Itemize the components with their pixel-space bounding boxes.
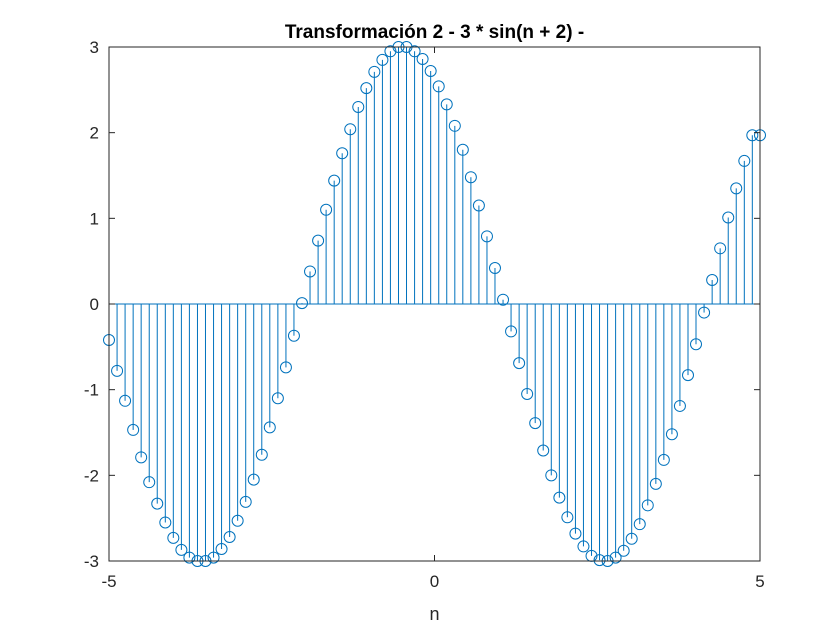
stem-marker bbox=[448, 119, 461, 132]
stem-marker bbox=[312, 234, 325, 247]
stem-marker bbox=[287, 329, 300, 342]
stem-marker bbox=[577, 540, 590, 553]
y-tick-label: 2 bbox=[90, 124, 99, 143]
stem-lines-group bbox=[108, 47, 761, 561]
stem-marker bbox=[111, 364, 124, 377]
stem-marker bbox=[690, 338, 703, 351]
stem-marker bbox=[440, 98, 453, 111]
x-tick-label: 5 bbox=[755, 572, 764, 591]
stem-marker bbox=[143, 476, 156, 489]
stem-markers-group bbox=[103, 41, 766, 567]
stem-marker bbox=[231, 514, 244, 527]
stem-marker bbox=[464, 171, 477, 184]
stem-marker bbox=[714, 242, 727, 255]
stem-marker bbox=[127, 423, 140, 436]
stem-marker bbox=[738, 154, 751, 167]
stem-marker bbox=[223, 531, 236, 544]
stem-marker bbox=[215, 543, 228, 556]
y-tick-label: 1 bbox=[90, 209, 99, 228]
stem-marker bbox=[625, 532, 638, 545]
y-tick-label: -2 bbox=[84, 466, 99, 485]
y-tick-label: -3 bbox=[84, 552, 99, 571]
stem-marker bbox=[488, 262, 501, 275]
stem-marker bbox=[521, 387, 534, 400]
stem-marker bbox=[384, 45, 397, 58]
stem-marker bbox=[119, 394, 132, 407]
stem-marker bbox=[593, 554, 606, 567]
stem-marker bbox=[505, 325, 518, 338]
y-tick-label: 3 bbox=[90, 38, 99, 57]
stem-marker bbox=[207, 551, 220, 564]
stem-marker bbox=[304, 265, 317, 278]
stem-marker bbox=[529, 417, 542, 430]
stem-marker bbox=[432, 80, 445, 93]
stem-marker bbox=[649, 477, 662, 490]
axis-ticks-group: -5 0 5 -3 -2 -1 0 1 2 3 bbox=[84, 38, 765, 591]
x-tick-label: -5 bbox=[101, 572, 116, 591]
stem-marker bbox=[657, 453, 670, 466]
stem-marker bbox=[480, 230, 493, 243]
stem-marker bbox=[681, 369, 694, 382]
stem-marker bbox=[706, 274, 719, 287]
stem-marker bbox=[416, 52, 429, 65]
stem-marker bbox=[271, 392, 284, 405]
stem-marker bbox=[279, 361, 292, 374]
stem-marker bbox=[698, 306, 711, 319]
stem-marker bbox=[247, 473, 260, 486]
stem-marker bbox=[722, 211, 735, 224]
stem-marker bbox=[368, 65, 381, 78]
stem-marker bbox=[617, 544, 630, 557]
stem-marker bbox=[513, 357, 526, 370]
stem-marker bbox=[376, 53, 389, 66]
stem-marker bbox=[159, 516, 172, 529]
stem-marker bbox=[665, 428, 678, 441]
x-tick-label: 0 bbox=[430, 572, 439, 591]
stem-marker bbox=[408, 45, 421, 58]
stem-marker bbox=[472, 199, 485, 212]
stem-marker bbox=[537, 444, 550, 457]
stem-marker bbox=[497, 293, 510, 306]
stem-marker bbox=[255, 448, 268, 461]
stem-marker bbox=[561, 511, 574, 524]
y-tick-label: 0 bbox=[90, 295, 99, 314]
stem-marker bbox=[730, 182, 743, 195]
stem-marker bbox=[746, 129, 759, 142]
stem-marker bbox=[456, 143, 469, 156]
stem-marker bbox=[545, 469, 558, 482]
stem-marker bbox=[296, 297, 309, 310]
stem-marker bbox=[336, 147, 349, 160]
stem-marker bbox=[135, 451, 148, 464]
stem-marker bbox=[673, 399, 686, 412]
stem-marker bbox=[167, 531, 180, 544]
stem-marker bbox=[424, 64, 437, 77]
stem-marker bbox=[609, 551, 622, 564]
stem-marker bbox=[328, 174, 341, 187]
chart-title: Transformación 2 - 3 * sin(n + 2) - bbox=[285, 22, 584, 43]
stem-marker bbox=[263, 421, 276, 434]
stem-marker bbox=[641, 499, 654, 512]
stem-marker bbox=[633, 518, 646, 531]
stem-marker bbox=[320, 203, 333, 216]
stem-marker bbox=[239, 495, 252, 508]
y-tick-label: -1 bbox=[84, 381, 99, 400]
stem-marker bbox=[360, 82, 373, 95]
stem-marker bbox=[352, 100, 365, 113]
stem-marker bbox=[344, 123, 357, 136]
stem-marker bbox=[151, 497, 164, 510]
x-axis-label: n bbox=[429, 604, 439, 624]
stem-marker bbox=[183, 551, 196, 564]
stem-marker bbox=[553, 491, 566, 504]
stem-marker bbox=[569, 527, 582, 540]
stem-marker bbox=[175, 543, 188, 556]
